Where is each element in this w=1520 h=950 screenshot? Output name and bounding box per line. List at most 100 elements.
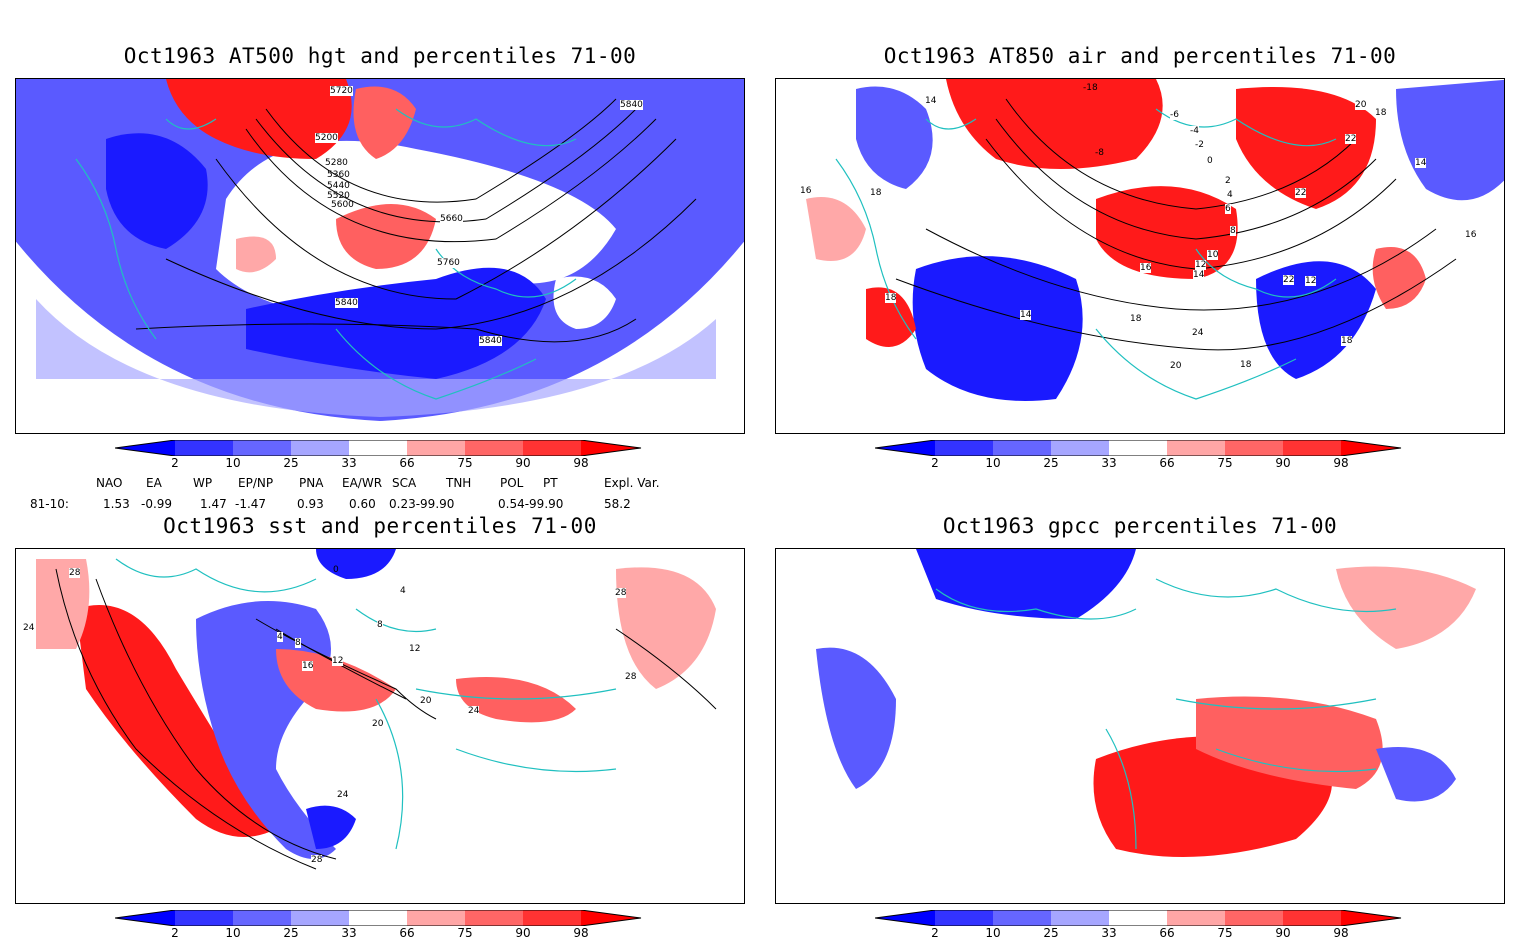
colorbar-label: 90 <box>1275 926 1291 940</box>
contour-label: 24 <box>1192 328 1204 338</box>
field-red <box>166 79 352 159</box>
contour-label: 8 <box>377 620 383 630</box>
contour-label: 5200 <box>315 133 338 143</box>
field-red-left <box>866 287 916 347</box>
contour-labels-hgt: 5720 5200 5280 5360 5440 5520 5600 5660 … <box>15 78 745 434</box>
colorbar-label: 2 <box>171 456 179 470</box>
contour-label: 28 <box>311 855 323 865</box>
contour-label: 18 <box>885 293 897 303</box>
panel-title-gpcc: Oct1963 gpcc percentiles 71-00 <box>942 514 1338 538</box>
index-value: 0.23-99.90 <box>389 497 455 511</box>
contour-label: 5360 <box>327 170 350 180</box>
contour-label: -18 <box>1083 83 1098 93</box>
contour-label: -8 <box>1095 148 1104 158</box>
contour-label: 2 <box>1225 176 1231 186</box>
colorbar-label: 33 <box>1101 926 1117 940</box>
contour-label: 5520 <box>327 191 350 201</box>
contour-label: 20 <box>1170 361 1182 371</box>
contour-label: 14 <box>925 96 937 106</box>
contour-labels-sst: 28 24 0 4 8 12 16 20 24 28 28 20 24 28 8… <box>15 548 745 904</box>
colorbar-label: 25 <box>1043 456 1059 470</box>
colorbar-label: 10 <box>225 926 241 940</box>
contour-label: 0 <box>1207 156 1213 166</box>
contour-label: 4 <box>1227 190 1233 200</box>
field-light-red-2 <box>236 236 276 273</box>
field-red-right-2 <box>1372 247 1426 309</box>
panel-title-hgt: Oct1963 AT500 hgt and percentiles 71-00 <box>123 44 637 68</box>
contour-label: 12 <box>409 644 421 654</box>
index-value: -0.99 <box>141 497 173 511</box>
colorbar-svg <box>874 909 1402 927</box>
colorbar-label: 66 <box>1159 926 1175 940</box>
colorbar-top-left: 2 10 25 33 66 75 90 98 <box>114 439 655 480</box>
field-strong-blue <box>106 133 208 249</box>
contour-label: -4 <box>1190 126 1199 136</box>
field-red-med <box>456 677 576 723</box>
colorbar-bottom-left: 2 10 25 33 66 75 90 98 <box>114 909 655 950</box>
field-blue-east <box>1376 747 1456 802</box>
index-header: Expl. Var. <box>604 476 660 490</box>
contour-label: 5660 <box>440 214 463 224</box>
index-header: POL <box>500 476 524 490</box>
field-red-east <box>616 567 716 689</box>
colorbar-label: 75 <box>457 456 473 470</box>
index-value: 1.53 <box>103 497 130 511</box>
index-value: 1.47 <box>200 497 227 511</box>
map-panel-hgt <box>15 78 745 434</box>
index-row-label: 81-10: <box>30 497 69 511</box>
contour-label: 12 <box>1305 276 1317 286</box>
index-value: 0.54-99.90 <box>498 497 564 511</box>
contour-label: 5600 <box>331 200 354 210</box>
contour-label: 5440 <box>327 181 350 191</box>
contour-label: 20 <box>372 719 384 729</box>
contour-label: 14 <box>1193 270 1205 280</box>
index-header: NAO <box>96 476 123 490</box>
contour-label: 16 <box>1140 263 1152 273</box>
index-value: 0.93 <box>297 497 324 511</box>
map-panel-air <box>775 78 1505 434</box>
colorbar-label: 90 <box>1275 456 1291 470</box>
contour-label: 24 <box>23 623 35 633</box>
index-header: EP/NP <box>238 476 274 490</box>
contour-label: 18 <box>1130 314 1142 324</box>
colorbar-top-right: 2 10 25 33 66 75 90 98 <box>874 439 1415 480</box>
index-header: SCA <box>392 476 417 490</box>
map-panel-gpcc <box>775 548 1505 904</box>
contour-label: 28 <box>625 672 637 682</box>
field-light-red <box>353 86 416 159</box>
field-strong-blue-2 <box>246 267 546 379</box>
colorbar-label: 33 <box>341 926 357 940</box>
contour-label: 22 <box>1295 188 1307 198</box>
field-red-top <box>946 79 1163 169</box>
contour-label: 0 <box>333 565 339 575</box>
colorbar-label: 2 <box>171 926 179 940</box>
contour-label: 12 <box>1195 260 1207 270</box>
contour-label: 24 <box>468 706 480 716</box>
contour-label: 22 <box>1283 275 1295 285</box>
index-header: PT <box>543 476 558 490</box>
contour-label: 16 <box>800 186 812 196</box>
colorbar-label: 66 <box>399 456 415 470</box>
field-blue-top <box>316 549 396 579</box>
colorbar-label: 75 <box>457 926 473 940</box>
field-light-red-africa <box>1196 696 1383 789</box>
contour-label: 18 <box>1375 108 1387 118</box>
panel-title-sst: Oct1963 sst and percentiles 71-00 <box>163 514 597 538</box>
contour-label: -6 <box>1170 110 1179 120</box>
colorbar-svg <box>874 439 1402 457</box>
field-red-west <box>76 605 276 837</box>
field-blue-top <box>856 86 933 189</box>
field-red-right <box>1236 87 1376 209</box>
colorbar-svg <box>114 909 642 927</box>
colorbar-label: 33 <box>1101 456 1117 470</box>
colorbar-bottom-right: 2 10 25 33 66 75 90 98 <box>874 909 1415 950</box>
contour-label: 28 <box>69 568 81 578</box>
contour-label: 5280 <box>325 158 348 168</box>
colorbar-label: 33 <box>341 456 357 470</box>
contour-label: 5840 <box>620 100 643 110</box>
contour-label: 8 <box>295 638 301 648</box>
colorbar-label: 90 <box>515 926 531 940</box>
colorbar-label: 66 <box>1159 456 1175 470</box>
panel-title-air: Oct1963 AT850 air and percentiles 71-00 <box>883 44 1397 68</box>
contour-label: 5720 <box>330 86 353 96</box>
